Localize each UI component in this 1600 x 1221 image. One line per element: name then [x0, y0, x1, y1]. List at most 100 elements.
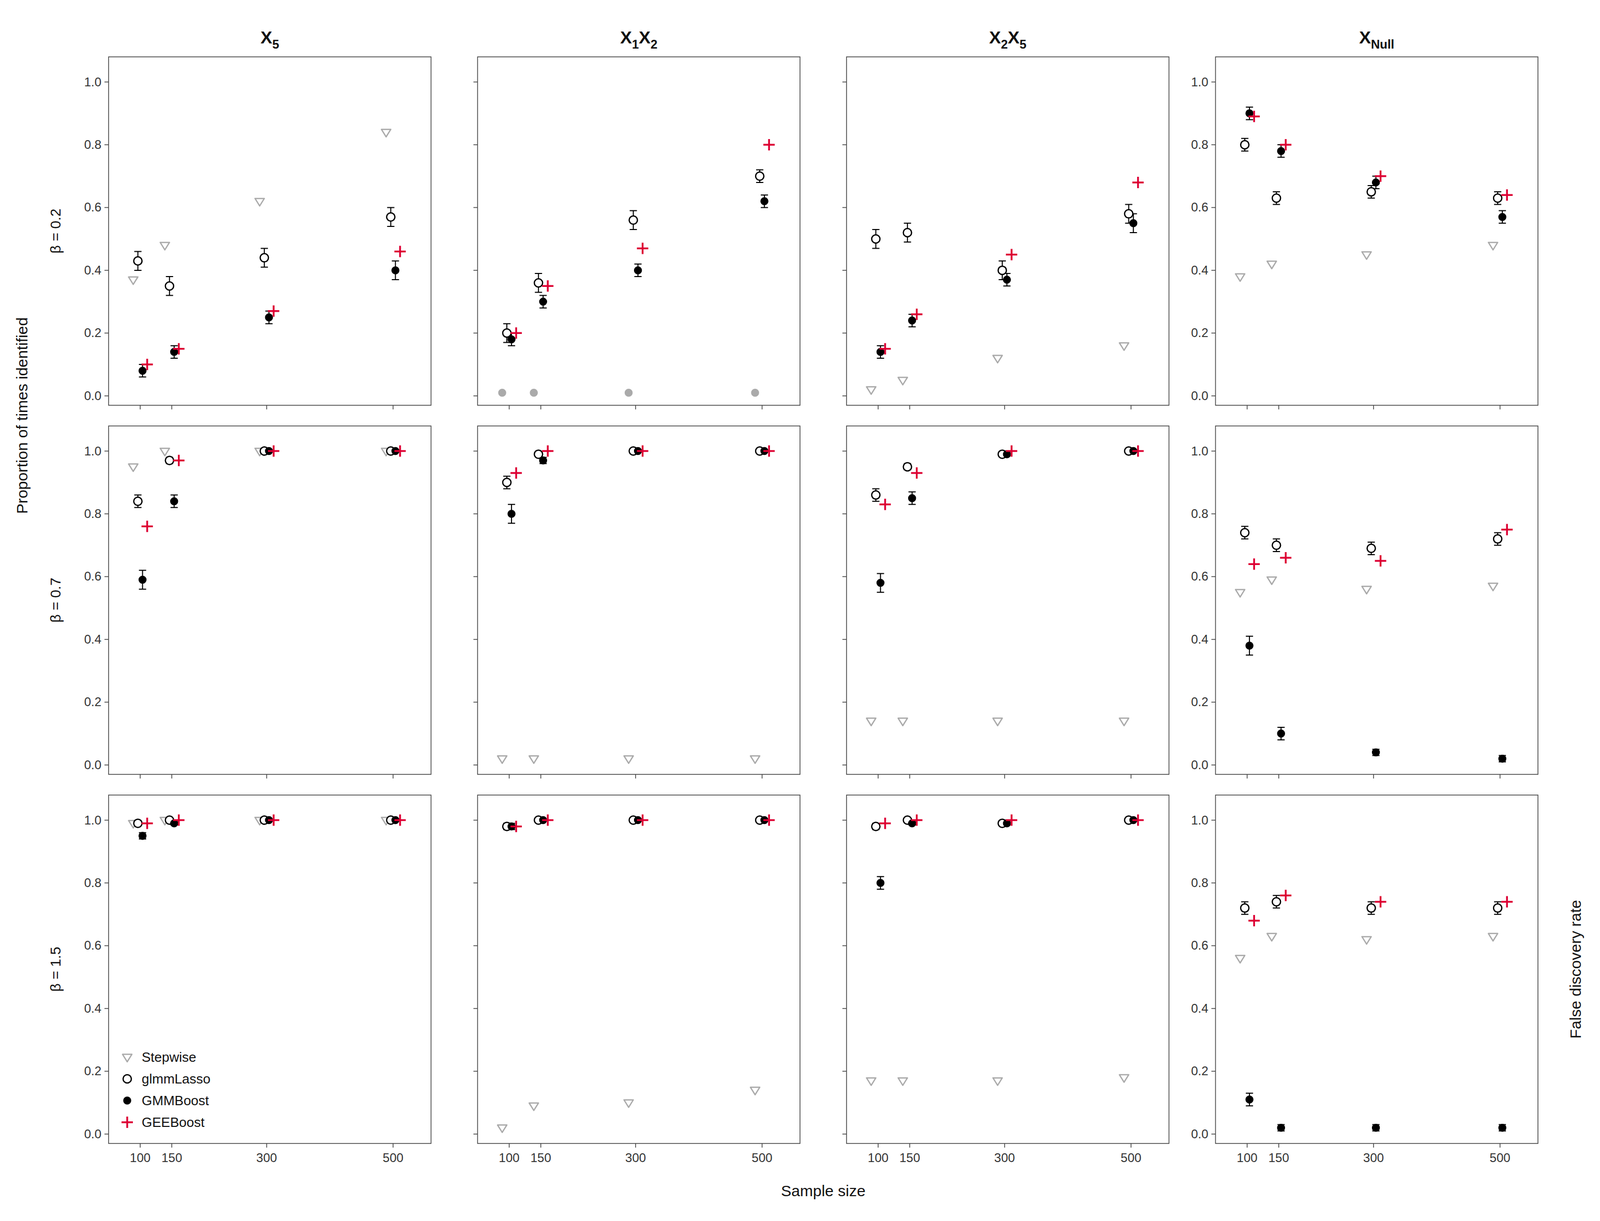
error-bar [760, 194, 768, 208]
x-tick-label: 100 [129, 1151, 151, 1166]
x-tick [1499, 405, 1501, 410]
x-tick [508, 774, 510, 779]
x-tick [540, 1143, 542, 1149]
y-tick [473, 1134, 478, 1136]
y-tick [1211, 144, 1216, 146]
point [1501, 523, 1513, 536]
point [1501, 189, 1513, 201]
y-tick [104, 1071, 109, 1073]
row-label: β = 1.5 [47, 947, 64, 993]
point [541, 280, 554, 292]
point [139, 576, 147, 584]
point [763, 814, 775, 827]
plot-area [477, 426, 801, 775]
error-bar [629, 210, 638, 230]
point [1119, 718, 1129, 726]
x-tick [266, 405, 268, 410]
y-tick [104, 1008, 109, 1010]
error-bar [260, 248, 268, 267]
figure-label: Sample size [780, 1182, 866, 1200]
point [760, 197, 768, 205]
point [1498, 213, 1506, 221]
point [871, 822, 881, 832]
point [1488, 242, 1498, 250]
plot-area [846, 795, 1170, 1144]
y-tick [1211, 450, 1216, 452]
x-tick-label: 150 [899, 1151, 920, 1166]
point [529, 1103, 539, 1111]
point [1005, 445, 1018, 458]
panel: X2X5 [842, 27, 1170, 410]
y-tick [104, 882, 109, 884]
x-tick [392, 405, 394, 410]
point [898, 718, 908, 726]
plot-area [846, 426, 1170, 775]
x-tick [909, 405, 911, 410]
legend-label: glmmLasso [141, 1071, 211, 1088]
title-subscript: 5 [1019, 37, 1026, 52]
error-bar [534, 273, 542, 293]
error-bar [877, 877, 885, 890]
legend: StepwiseglmmLassoGMMBoostGEEBoost [121, 1049, 211, 1131]
panel: 100150300500 [473, 795, 801, 1166]
x-tick [1130, 405, 1132, 410]
y-tick-label: 0.2 [84, 1064, 102, 1079]
title-part: X [638, 27, 651, 48]
error-bar [1367, 542, 1376, 555]
x-tick [1372, 1143, 1375, 1149]
y-tick-label: 1.0 [84, 444, 102, 459]
plot-frame [477, 795, 801, 1144]
y-tick-label: 0.8 [84, 137, 102, 152]
panel-title: XNull [1359, 27, 1395, 52]
x-tick [540, 405, 542, 410]
plot-area [108, 56, 432, 406]
point [139, 832, 147, 840]
y-tick [1211, 1134, 1216, 1136]
x-tick [1499, 1143, 1501, 1149]
error-bar [539, 295, 547, 308]
point [173, 455, 185, 467]
y-tick-label: 1.0 [1190, 444, 1209, 459]
point [1124, 209, 1134, 219]
point [1272, 541, 1281, 550]
error-bar [1498, 1125, 1506, 1132]
x-tick [139, 1143, 141, 1149]
point [1132, 176, 1144, 189]
point [539, 457, 547, 465]
error-bar [1003, 273, 1011, 286]
y-tick [842, 269, 847, 271]
figure-label: Proportion of times identified [13, 317, 31, 515]
y-tick [1211, 333, 1216, 335]
plot-frame [108, 795, 432, 1144]
error-bar [539, 457, 547, 464]
panel [842, 426, 1170, 779]
point [1240, 140, 1249, 149]
point [1240, 528, 1249, 537]
point [260, 253, 269, 263]
point [381, 129, 391, 137]
x-tick-label: 300 [994, 1151, 1016, 1166]
point [128, 277, 139, 285]
plot-frame [846, 795, 1170, 1144]
point [763, 445, 775, 458]
error-bar [139, 570, 147, 590]
y-tick [473, 81, 478, 83]
marks [866, 814, 1144, 1086]
x-tick-label: 300 [1363, 1151, 1384, 1166]
point [1245, 642, 1254, 650]
error-bar [165, 276, 174, 296]
point [529, 756, 539, 764]
error-bar [387, 207, 395, 226]
point [165, 281, 174, 291]
plot-frame [1215, 426, 1539, 775]
point [637, 814, 649, 827]
point [1501, 896, 1513, 908]
x-tick [635, 1143, 637, 1149]
point [751, 389, 759, 397]
plot-frame [1215, 56, 1539, 406]
y-tick-label: 0.8 [84, 876, 102, 890]
error-bar [903, 223, 912, 243]
y-tick [104, 945, 109, 947]
panel: 100150300500 [842, 795, 1170, 1166]
title-subscript: Null [1370, 37, 1395, 52]
